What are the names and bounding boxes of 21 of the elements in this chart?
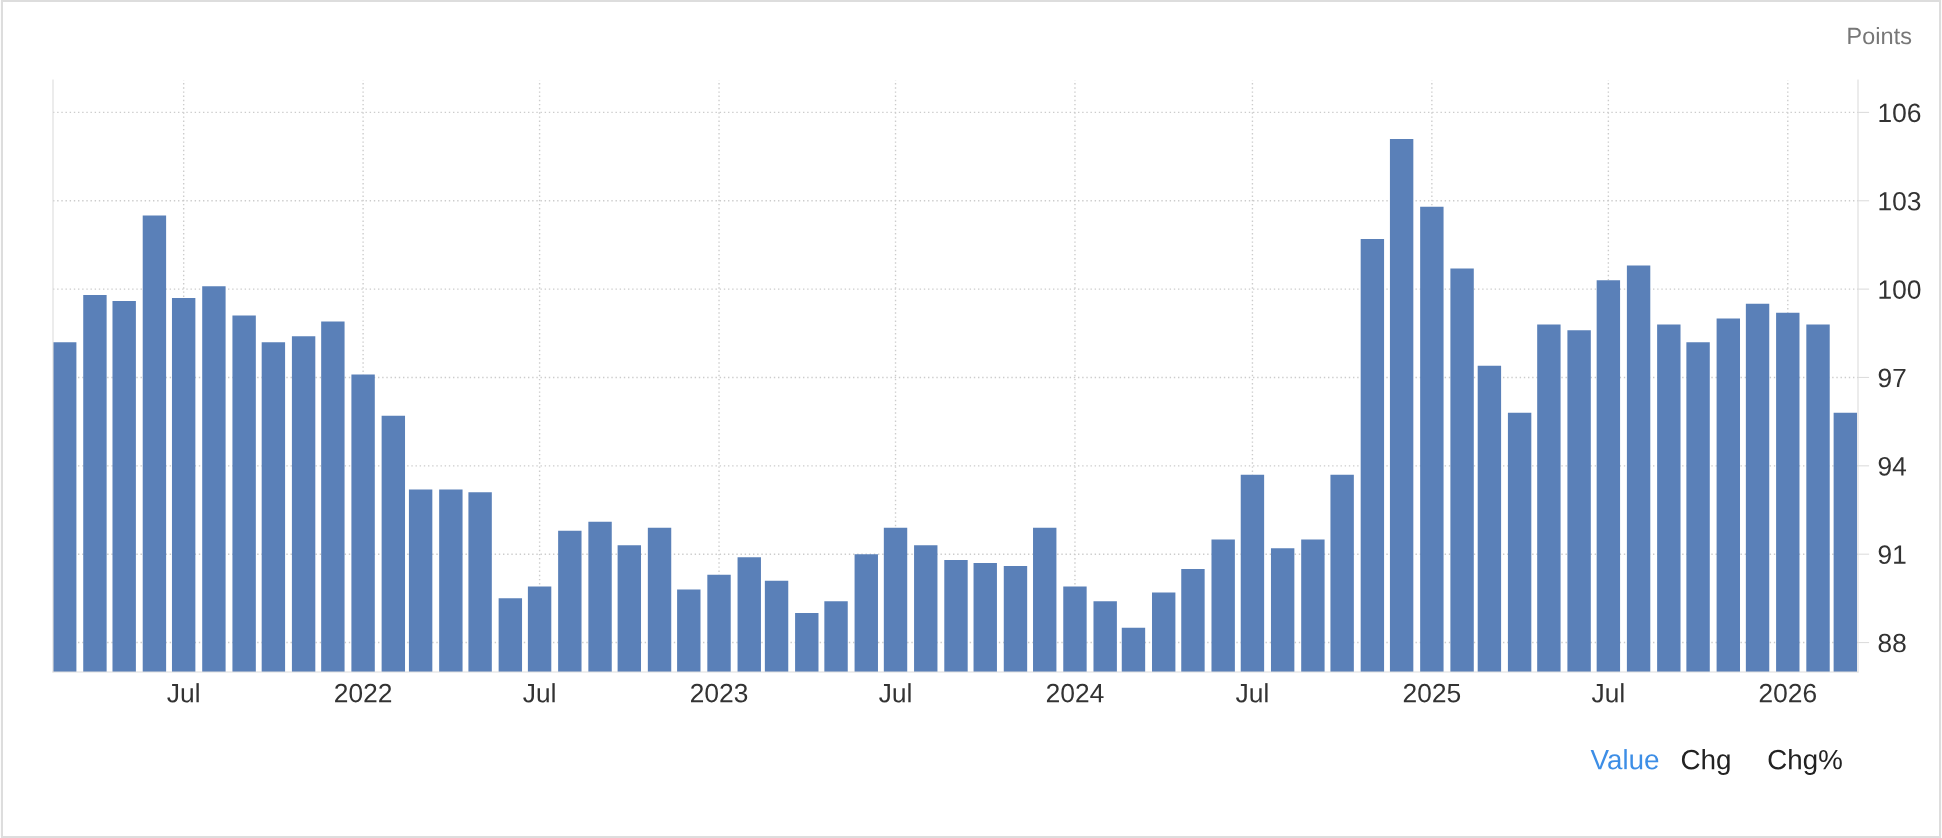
text: Chg: [1681, 749, 1730, 775]
y-tick-label: 94: [1878, 456, 1907, 476]
x-tick-label: 2023: [691, 683, 748, 703]
y-tick-label: 106: [1879, 103, 1921, 123]
x-tick-label: 2026: [1759, 683, 1816, 703]
x-tick-label: 2024: [1046, 683, 1104, 703]
x-tick-label: 2022: [335, 683, 392, 703]
text: Chg%: [1768, 749, 1842, 775]
y-tick-label: 103: [1879, 191, 1921, 211]
x-tick-label: Jul: [1235, 683, 1268, 703]
x-tick-label: Jul: [879, 683, 911, 703]
text: Value: [1590, 749, 1659, 770]
y-tick-label: 88: [1878, 633, 1906, 653]
x-tick-label: Jul: [167, 683, 199, 703]
x-tick-label: 2025: [1403, 683, 1461, 703]
y-axis-title: Points: [1848, 27, 1912, 45]
y-tick-label: 100: [1879, 280, 1921, 299]
y-tick-label: 97: [1878, 368, 1906, 388]
x-tick-label: Jul: [1591, 683, 1624, 703]
y-tick-label: 91: [1878, 545, 1906, 565]
x-tick-label: Jul: [523, 683, 555, 703]
